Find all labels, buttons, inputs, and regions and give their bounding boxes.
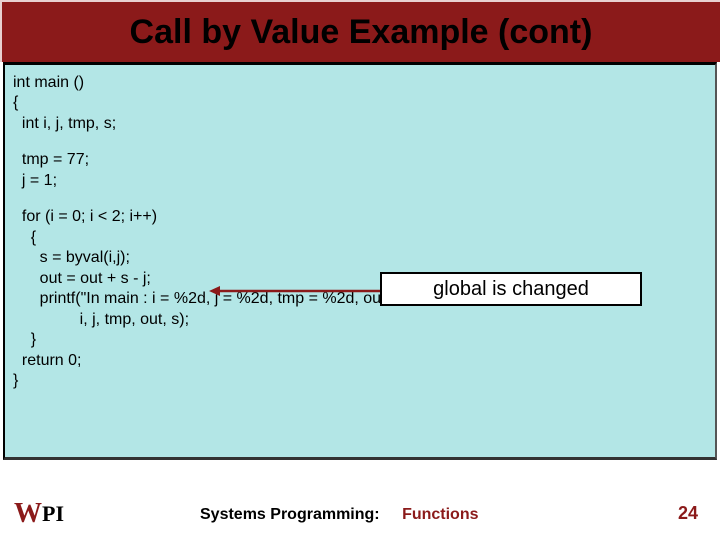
page-number: 24: [678, 503, 698, 524]
code-line-14: }: [13, 371, 709, 391]
code-line-8: s = byval(i,j);: [13, 248, 709, 268]
code-line-5: j = 1;: [13, 171, 709, 191]
code-line-1: int main (): [13, 73, 709, 93]
annotation-text: global is changed: [433, 278, 589, 301]
code-line-12: }: [13, 330, 709, 350]
logo-w: W: [14, 498, 40, 530]
logo-pi: PI: [42, 501, 64, 527]
code-line-6: for (i = 0; i < 2; i++): [13, 207, 709, 227]
wpi-logo: W PI: [14, 500, 86, 528]
footer-topic: Functions: [402, 506, 478, 523]
code-line-13: return 0;: [13, 351, 709, 371]
annotation-callout: global is changed: [380, 272, 642, 306]
title-bar: Call by Value Example (cont): [0, 0, 720, 62]
slide-title: Call by Value Example (cont): [130, 13, 593, 52]
code-block: int main () { int i, j, tmp, s; tmp = 77…: [3, 62, 717, 460]
code-line-7: {: [13, 228, 709, 248]
arrow-icon: [208, 284, 381, 298]
code-line-4: tmp = 77;: [13, 150, 709, 170]
footer: W PI Systems Programming: Functions 24: [0, 490, 720, 530]
code-line-11: i, j, tmp, out, s);: [13, 310, 709, 330]
code-line-3: int i, j, tmp, s;: [13, 114, 709, 134]
footer-label: Systems Programming:: [200, 506, 380, 523]
footer-text: Systems Programming: Functions: [200, 506, 479, 524]
code-line-2: {: [13, 93, 709, 113]
